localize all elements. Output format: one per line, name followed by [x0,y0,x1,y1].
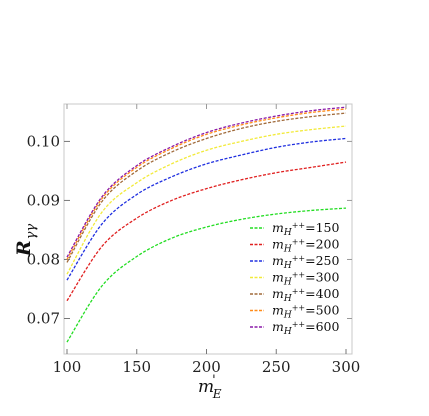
legend-label-sup: ++ [292,254,305,263]
x-axis-title-sup: ' [212,373,216,388]
legend-label-value: =500 [305,303,339,318]
x-tick-label: 250 [262,358,291,376]
series-line-400 [66,112,347,263]
series-line-500 [66,108,347,260]
legend-label-value: =200 [305,237,339,252]
legend-label: mH++=300 [272,270,340,288]
y-axis-title-sub: γγ [24,224,39,240]
legend-label-sub: H [283,228,292,238]
legend: mH++=150mH++=200mH++=250mH++=300mH++=400… [250,220,340,337]
y-tick-label: 0.08 [27,250,60,268]
x-axis-title-sub: E [212,387,222,401]
y-tick-label: 0.07 [27,309,60,327]
legend-label-sub: H [283,311,292,321]
legend-label-sub: H [283,278,292,288]
legend-label-prefix: m [272,303,284,318]
legend-label-prefix: m [272,237,284,252]
series-line-250 [66,137,347,281]
legend-label-prefix: m [272,253,284,268]
series-line-200 [66,161,347,302]
legend-label-sup: ++ [292,320,305,329]
plot-frame [63,103,353,355]
legend-label: mH++=400 [272,286,340,304]
legend-label-value: =400 [305,286,339,301]
x-tick-label: 200 [192,358,221,376]
legend-label-prefix: m [272,286,284,301]
legend-label-sup: ++ [292,271,305,280]
legend-label-prefix: m [272,220,284,235]
legend-label-sup: ++ [292,304,305,313]
x-axis-title-main: m [198,377,214,397]
ticks: 100 150 200 250 300 0.07 0.08 0.09 0.10 [27,104,361,376]
series-line-150 [66,207,347,343]
legend-label-sub: H [283,327,292,337]
legend-label-sup: ++ [292,287,305,296]
legend-label-value: =600 [305,319,339,334]
series-line-300 [66,125,347,275]
legend-label-prefix: m [272,270,284,285]
x-tick-label: 150 [122,358,151,376]
x-tick-label: 100 [53,358,82,376]
legend-label-sup: ++ [292,238,305,247]
legend-label-sub: H [283,294,292,304]
legend-label: mH++=200 [272,237,340,255]
legend-label-sub: H [283,245,292,255]
x-tick-label: 300 [332,358,361,376]
legend-label: mH++=250 [272,253,340,271]
legend-label-value: =250 [305,253,339,268]
legend-label-value: =150 [305,220,339,235]
series-line-600 [66,106,347,258]
x-axis-title: m' E [198,373,222,401]
legend-label: mH++=600 [272,319,340,337]
y-axis-title: Rγγ [13,224,39,258]
y-tick-label: 0.09 [27,191,60,209]
legend-label-prefix: m [272,319,284,334]
legend-label-value: =300 [305,270,339,285]
y-tick-label: 0.10 [27,132,60,150]
legend-label: mH++=150 [272,220,340,238]
legend-label: mH++=500 [272,303,340,321]
legend-label-sub: H [283,261,292,271]
series-lines [66,106,347,343]
legend-label-sup: ++ [292,221,305,230]
y-axis-title-main: R [13,240,35,257]
